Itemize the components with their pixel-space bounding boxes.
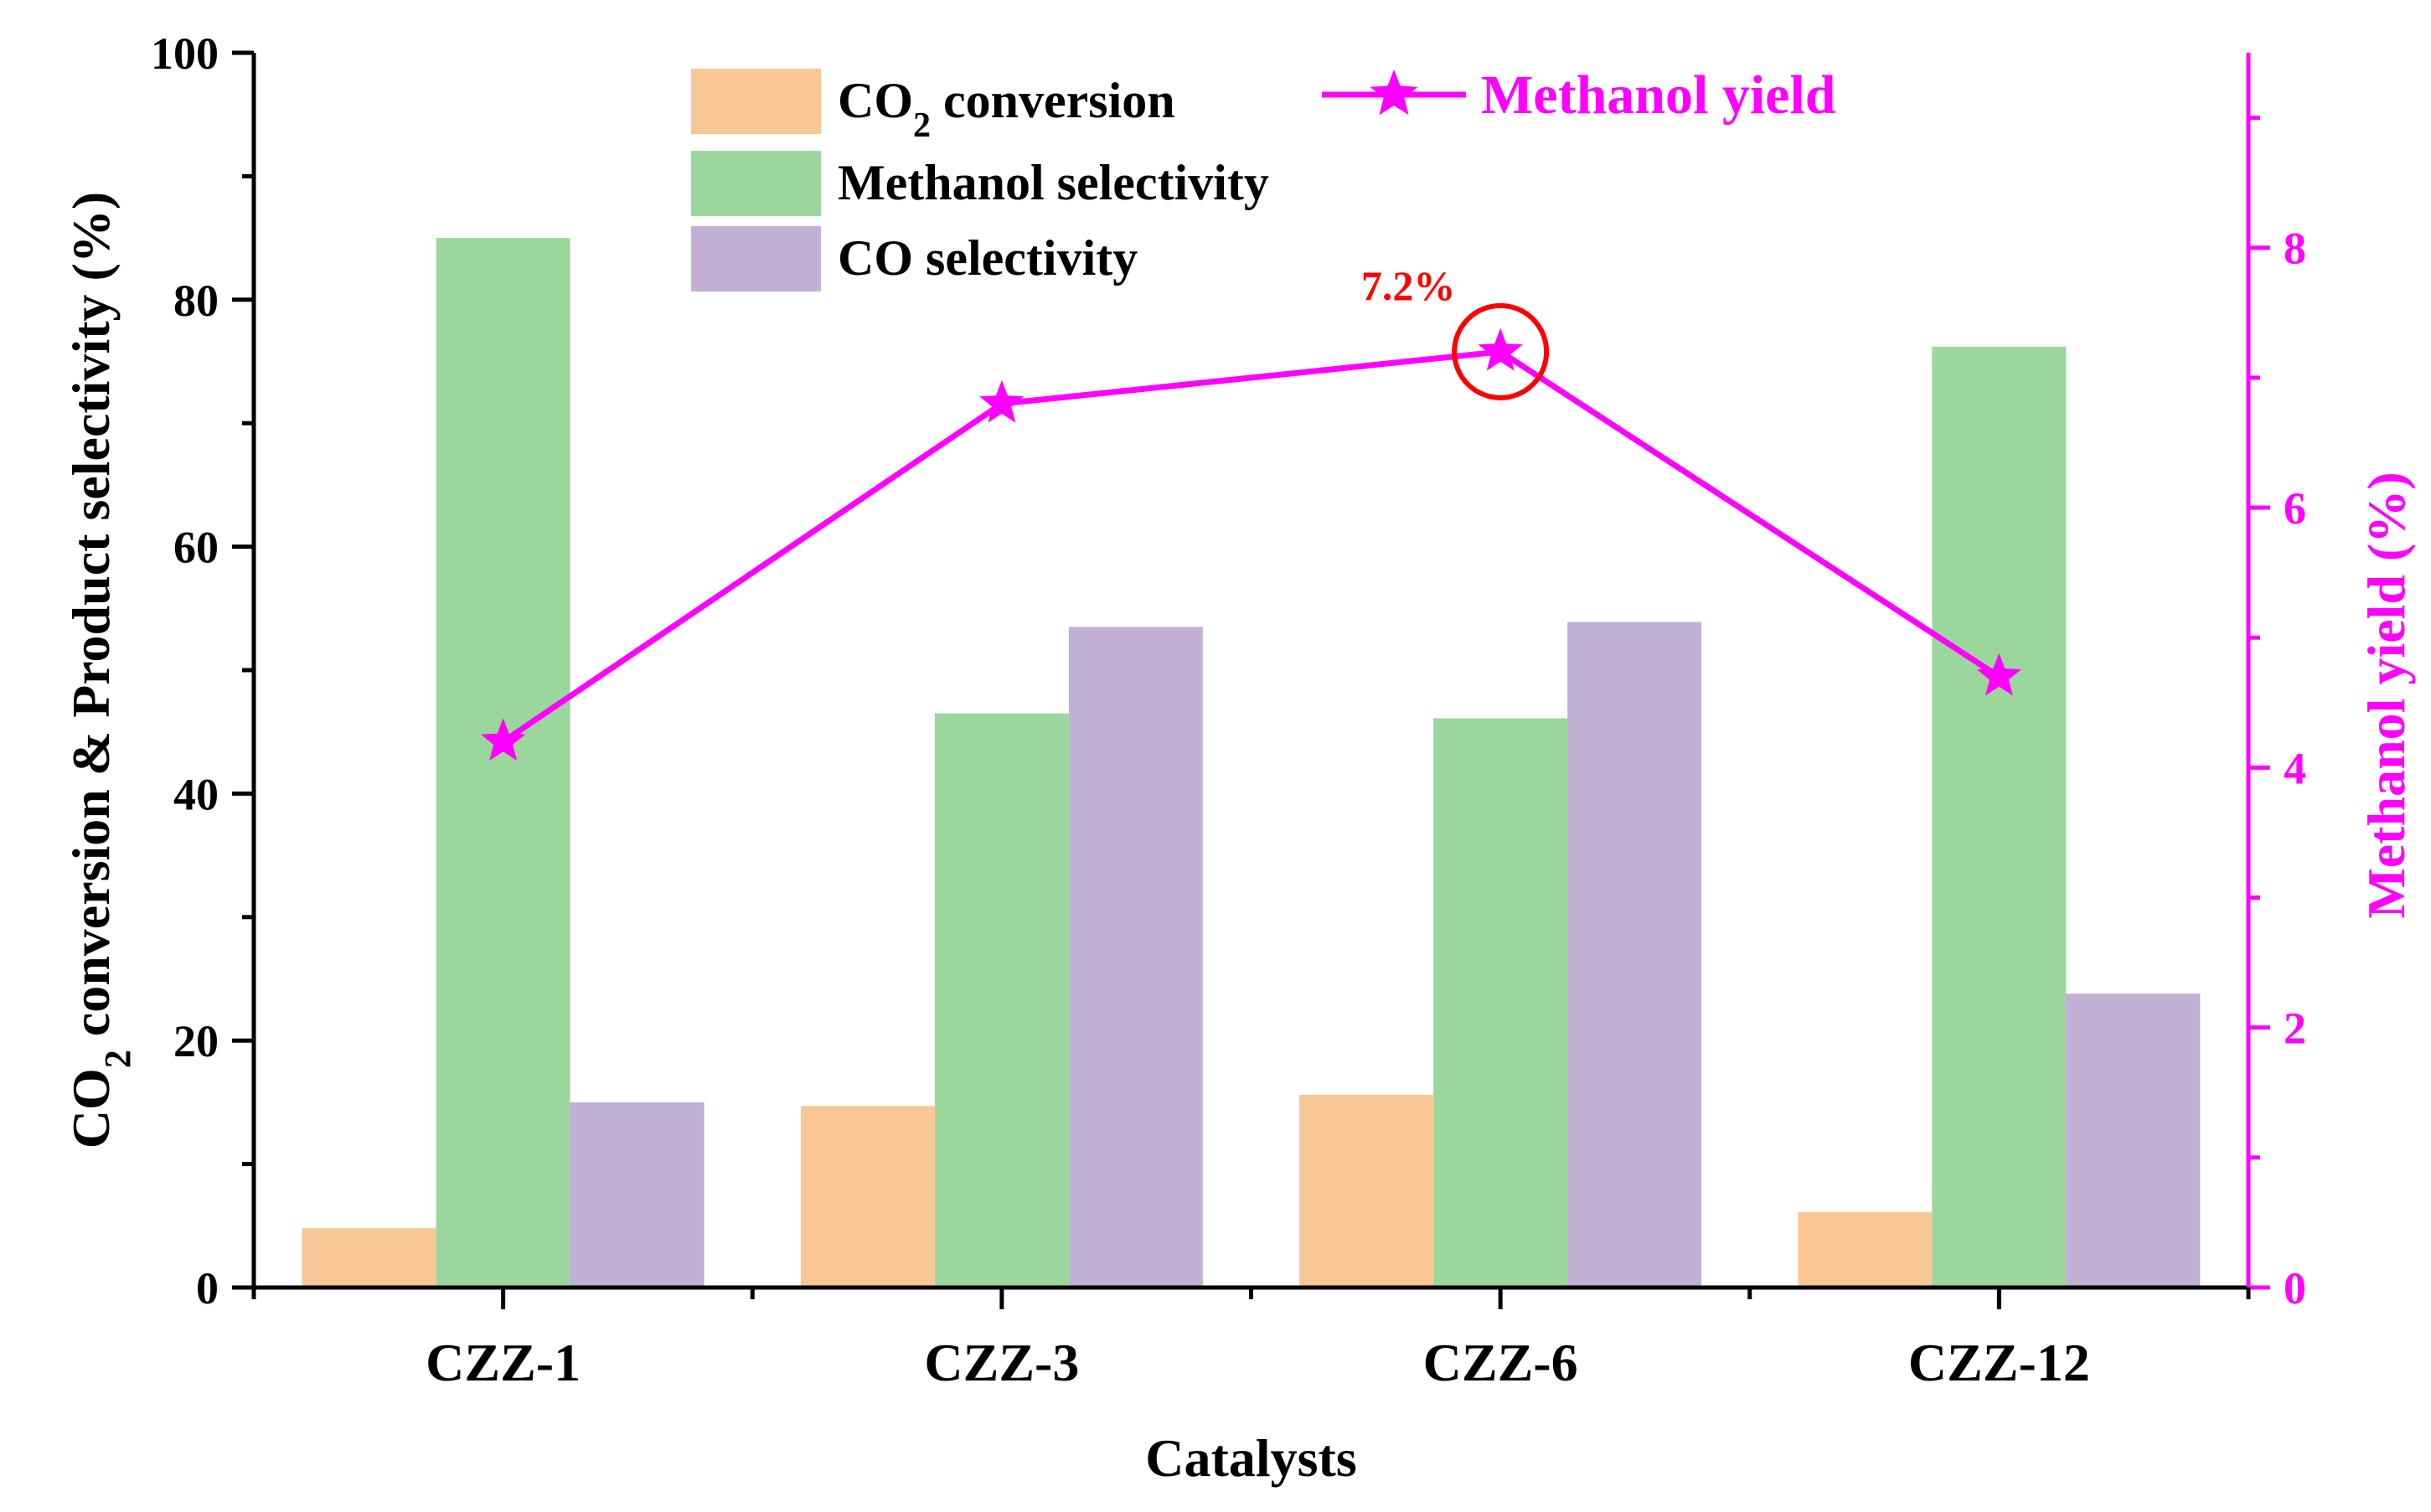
legend-swatch-co-selectivity xyxy=(691,226,821,292)
bar-co2-conversion-czz-12 xyxy=(1798,1212,1933,1288)
bar-co-selectivity-czz-6 xyxy=(1567,622,1702,1288)
bar-co2-conversion-czz-1 xyxy=(302,1228,436,1288)
annotation-label: 7.2% xyxy=(1361,262,1456,309)
x-tick-label-czz-6: CZZ-6 xyxy=(1423,1333,1578,1392)
legend-label-methanol-selectivity: Methanol selectivity xyxy=(838,155,1269,210)
y2-axis-title: Methanol yield (%) xyxy=(2356,472,2416,918)
y-tick-label: 60 xyxy=(173,523,219,573)
methanol-yield-point-czz-6 xyxy=(1478,328,1523,371)
methanol-yield-point-czz-3 xyxy=(979,379,1025,423)
x-tick-label-czz-12: CZZ-12 xyxy=(1908,1333,2090,1392)
methanol-yield-line xyxy=(501,348,2001,745)
bar-co2-conversion-czz-6 xyxy=(1299,1095,1434,1288)
bar-co-selectivity-czz-12 xyxy=(2066,993,2201,1288)
methanol-yield-point-czz-12 xyxy=(1976,653,2021,696)
axes-group: 0 20 40 60 80 100 0 2 4 6 8 CZZ-1 CZZ-3 CZZ-6 CZZ-12 Ca… xyxy=(61,28,2416,1488)
legend-star-icon xyxy=(1370,70,1418,116)
y2-tick-label: 6 xyxy=(2284,483,2306,534)
bar-co-selectivity-czz-1 xyxy=(570,1102,705,1288)
y-tick-label: 100 xyxy=(151,28,219,79)
legend-label-methanol-yield: Methanol yield xyxy=(1481,65,1836,126)
legend-swatch-methanol-selectivity xyxy=(691,151,821,216)
methanol-yield-line-group: 7.2% xyxy=(481,262,2021,761)
y-tick-label: 40 xyxy=(173,769,219,819)
y-tick-label: 20 xyxy=(173,1016,219,1066)
bar-methanol-selectivity-czz-12 xyxy=(1932,346,2067,1288)
legend: CO2 conversion Methanol selectivity CO sel… xyxy=(691,65,1836,292)
legend-label-co2-conversion: CO2 conversion xyxy=(838,73,1175,145)
bar-co2-conversion-czz-3 xyxy=(800,1106,935,1288)
y-tick-label: 80 xyxy=(173,276,219,326)
bar-methanol-selectivity-czz-1 xyxy=(436,238,570,1288)
bar-methanol-selectivity-czz-3 xyxy=(934,713,1069,1288)
bars-group xyxy=(302,238,2201,1288)
bar-co-selectivity-czz-3 xyxy=(1068,627,1203,1288)
x-axis-title: Catalysts xyxy=(1145,1428,1356,1488)
legend-swatch-co2-conversion xyxy=(691,69,821,134)
bar-methanol-selectivity-czz-6 xyxy=(1433,718,1568,1288)
highlight-circle xyxy=(1452,302,1550,400)
y-tick-label: 0 xyxy=(196,1263,219,1313)
y2-tick-label: 4 xyxy=(2284,743,2306,793)
y2-tick-label: 8 xyxy=(2284,224,2306,274)
legend-label-co-selectivity: CO selectivity xyxy=(838,230,1138,286)
methanol-yield-point-czz-1 xyxy=(481,718,526,761)
y-axis-title: CO2 conversion & Product selectivity (%) xyxy=(61,192,138,1148)
x-tick-label-czz-3: CZZ-3 xyxy=(924,1333,1079,1392)
y2-tick-label: 0 xyxy=(2284,1263,2306,1313)
y2-tick-label: 2 xyxy=(2284,1004,2306,1054)
x-tick-label-czz-1: CZZ-1 xyxy=(426,1333,581,1392)
